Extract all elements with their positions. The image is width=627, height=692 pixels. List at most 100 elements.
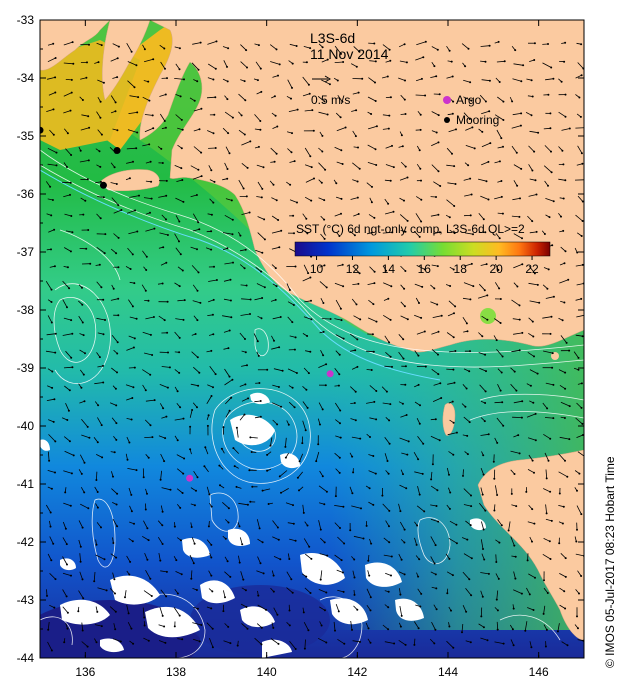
current-vector-head [272, 574, 275, 577]
current-vector-head [542, 612, 545, 615]
current-vector-head [248, 211, 251, 214]
current-vector-head [322, 330, 325, 333]
current-vector-head [511, 628, 514, 631]
current-vector-head [402, 473, 404, 476]
current-vector-head [159, 559, 162, 562]
current-vector-head [99, 100, 102, 103]
current-vector-head [370, 542, 373, 545]
current-vector [192, 213, 199, 223]
current-vector-head [50, 248, 52, 251]
current-vector-head [360, 507, 362, 510]
current-vector [45, 181, 51, 188]
current-vector-head [405, 414, 408, 416]
current-vector-head [163, 625, 166, 628]
current-vector-head [210, 169, 213, 172]
current-vector-head [500, 195, 503, 198]
current-vector-head [147, 80, 150, 83]
current-vector [561, 128, 570, 131]
current-vector-head [113, 166, 116, 169]
current-vector [63, 436, 71, 442]
current-vector [97, 79, 105, 84]
current-vector-head [189, 425, 192, 428]
current-vector-head [71, 366, 74, 369]
current-vector-head [387, 127, 390, 130]
current-vector-head [115, 183, 118, 185]
current-vector-head [388, 114, 391, 117]
current-vector [110, 57, 118, 62]
current-vector-head [419, 605, 422, 608]
current-vector-head [390, 574, 392, 577]
current-vector [433, 181, 441, 187]
current-vector [65, 230, 73, 233]
current-vector [413, 452, 419, 460]
current-vector [464, 194, 472, 197]
current-vector [193, 108, 202, 112]
current-vector-head [487, 198, 490, 201]
current-vector [446, 147, 453, 154]
current-vector-head [526, 559, 529, 562]
current-vector-head [278, 346, 281, 349]
current-vector-head [417, 458, 420, 461]
current-vector-head [164, 67, 166, 70]
current-vector-head [322, 354, 325, 357]
current-vector [510, 450, 520, 454]
current-vector-head [449, 491, 452, 494]
current-vector-head [211, 627, 214, 630]
current-vector-head [227, 47, 230, 50]
current-vector-head [165, 261, 168, 264]
current-vector [384, 365, 393, 368]
current-vector-head [245, 49, 248, 52]
current-vector-head [562, 163, 565, 166]
current-vector-head [339, 422, 341, 425]
current-vector [543, 127, 551, 130]
current-vector-head [433, 65, 436, 68]
current-vector [321, 59, 328, 63]
current-vector-head [339, 116, 342, 119]
current-vector [400, 301, 406, 307]
current-vector [271, 246, 280, 250]
current-vector-head [257, 594, 260, 597]
current-vector-head [152, 316, 155, 318]
current-vector-head [276, 423, 279, 426]
current-vector-head [313, 177, 315, 180]
current-vector [465, 145, 475, 149]
current-vector [513, 571, 516, 579]
current-vector [305, 178, 315, 183]
current-vector-head [149, 424, 152, 427]
current-vector [45, 504, 52, 513]
argo-markers [186, 370, 334, 482]
current-vector [47, 621, 50, 630]
current-vector-head [433, 562, 436, 565]
current-vector-head [354, 135, 357, 138]
current-vector-head [207, 414, 210, 417]
current-vector-head [54, 440, 57, 443]
current-vector-head [309, 592, 312, 594]
current-vector-head [291, 386, 294, 389]
current-vector-head [422, 442, 425, 445]
current-vector [304, 587, 311, 594]
current-vector-head [214, 67, 217, 70]
current-vector [543, 165, 552, 173]
current-vector-head [355, 65, 358, 68]
current-vector-head [210, 248, 213, 251]
current-vector [49, 573, 56, 580]
current-vector-head [196, 80, 199, 83]
current-vector-head [564, 371, 567, 374]
current-vector-head [245, 606, 248, 608]
current-vector-head [182, 417, 185, 420]
current-vector-head [401, 402, 404, 405]
current-vector-head [55, 164, 58, 167]
current-vector-head [469, 177, 472, 180]
current-vector-head [54, 91, 57, 94]
current-vector-head [287, 423, 290, 426]
current-vector-head [340, 319, 343, 322]
current-vector [174, 282, 180, 287]
current-vector-head [453, 312, 455, 315]
current-vector [527, 607, 534, 611]
current-vector-head [130, 50, 133, 53]
current-vector-head [81, 303, 84, 306]
current-vector [225, 410, 230, 418]
current-vector-head [581, 162, 584, 165]
current-vector [256, 570, 264, 574]
current-vector-head [576, 251, 579, 254]
